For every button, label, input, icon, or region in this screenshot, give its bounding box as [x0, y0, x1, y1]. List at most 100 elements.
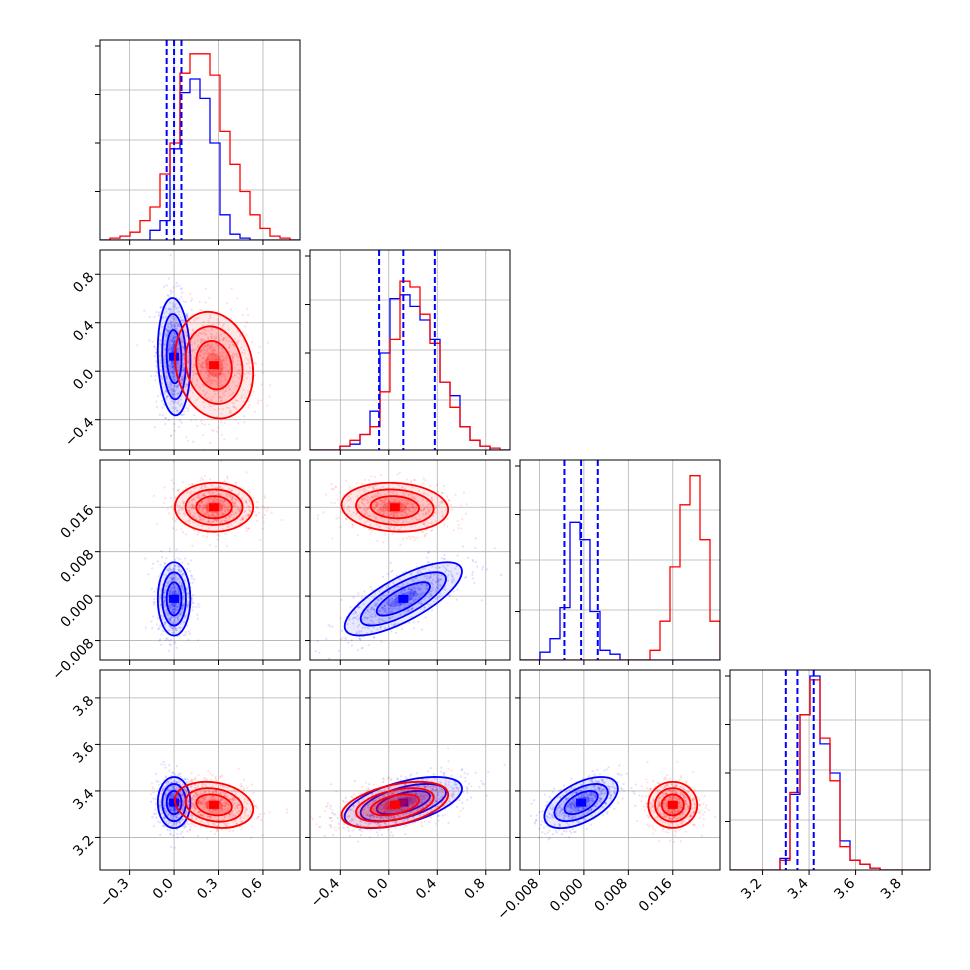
scatter-point — [200, 525, 203, 528]
scatter-point — [422, 509, 425, 512]
scatter-point — [262, 505, 265, 508]
scatter-point — [170, 367, 173, 370]
scatter-point — [366, 609, 369, 612]
scatter-point — [387, 490, 390, 494]
scatter-point — [243, 421, 246, 424]
scatter-point — [232, 504, 235, 507]
scatter-point — [390, 491, 393, 494]
scatter-point — [168, 346, 171, 349]
contour-line — [340, 481, 450, 533]
scatter-point — [175, 822, 178, 825]
scatter-point — [202, 357, 205, 360]
scatter-point — [410, 525, 413, 528]
scatter-point — [387, 500, 391, 503]
scatter-point — [195, 317, 198, 320]
y-tick-label: −0.008 — [49, 636, 97, 684]
scatter-point — [171, 321, 174, 324]
scatter-point — [173, 325, 176, 328]
scatter-point — [411, 493, 414, 496]
scatter-point — [411, 588, 414, 591]
scatter-point — [175, 528, 178, 532]
scatter-point — [447, 579, 450, 582]
scatter-point — [198, 506, 201, 509]
scatter-point — [356, 614, 359, 617]
scatter-point — [234, 398, 237, 401]
scatter-point — [349, 498, 352, 502]
scatter-point — [175, 327, 178, 330]
scatter-point — [213, 823, 217, 826]
scatter-point — [244, 800, 247, 803]
scatter-point — [215, 379, 218, 382]
scatter-point — [228, 387, 231, 390]
scatter-point — [187, 799, 190, 802]
scatter-point — [374, 492, 377, 495]
scatter-point — [178, 568, 181, 571]
scatter-point — [407, 588, 410, 591]
scatter-point — [242, 487, 245, 490]
scatter-point — [178, 425, 181, 428]
scatter-point — [190, 798, 193, 801]
scatter-point — [350, 639, 353, 642]
scatter-point — [202, 320, 205, 323]
scatter-point — [154, 374, 157, 377]
scatter-point — [388, 604, 391, 607]
scatter-point — [169, 606, 172, 609]
scatter-point — [409, 510, 412, 513]
scatter-point — [265, 509, 268, 512]
scatter-point — [445, 569, 448, 572]
scatter-point — [205, 381, 208, 384]
scatter-point — [210, 353, 213, 356]
scatter-point — [213, 393, 217, 396]
scatter-point — [422, 608, 425, 611]
scatter-point — [169, 310, 172, 313]
scatter-point — [373, 608, 376, 611]
scatter-point — [205, 805, 208, 808]
scatter-point — [193, 798, 196, 801]
scatter-point — [345, 518, 348, 521]
scatter-point — [197, 334, 200, 337]
scatter-point — [340, 598, 343, 601]
scatter-point — [197, 603, 200, 606]
scatter-point — [381, 606, 384, 610]
scatter-point — [175, 608, 178, 611]
scatter-point — [395, 512, 398, 515]
scatter-point — [345, 479, 348, 482]
scatter-point — [220, 807, 223, 810]
scatter-point — [406, 582, 409, 586]
scatter-point — [169, 814, 172, 817]
scatter-point — [399, 506, 403, 509]
scatter-point — [159, 323, 162, 326]
scatter-point — [411, 517, 414, 520]
scatter-point — [194, 786, 198, 790]
scatter-point — [176, 618, 179, 622]
scatter-point — [166, 783, 169, 786]
scatter-point — [185, 533, 188, 536]
scatter-point — [183, 787, 186, 790]
scatter-point — [213, 348, 216, 352]
scatter-point — [363, 590, 366, 593]
scatter-point — [181, 377, 184, 380]
scatter-point — [235, 512, 238, 515]
scatter-point — [426, 575, 429, 578]
scatter-point — [235, 418, 238, 421]
scatter-point — [163, 486, 166, 489]
scatter-point — [173, 558, 177, 562]
scatter-point — [170, 814, 173, 818]
scatter-point — [152, 797, 155, 800]
scatter-point — [171, 577, 174, 580]
scatter-point — [173, 780, 176, 783]
scatter-point — [190, 597, 194, 600]
scatter-point — [456, 520, 459, 523]
scatter-point — [392, 490, 395, 493]
scatter-point — [173, 586, 176, 589]
contour-line — [156, 297, 192, 417]
scatter-point — [172, 341, 175, 344]
scatter-point — [226, 509, 229, 512]
scatter-point — [175, 814, 178, 817]
scatter-point — [372, 622, 375, 626]
scatter-point — [207, 490, 210, 493]
scatter-point — [197, 317, 200, 320]
scatter-point — [430, 497, 433, 500]
scatter-point — [417, 519, 420, 522]
